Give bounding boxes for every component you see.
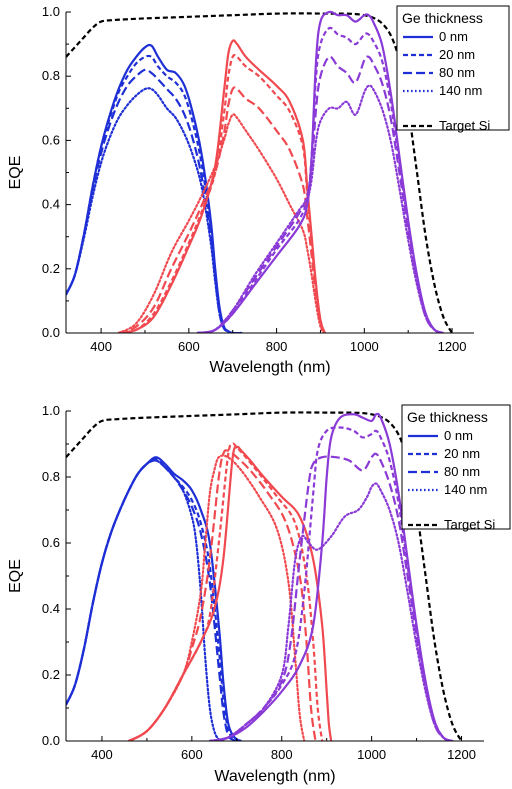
series-target-si-line-0 bbox=[66, 12, 454, 333]
y-axis-title: EQE bbox=[7, 156, 24, 190]
x-tick-label: 800 bbox=[271, 747, 293, 762]
legend-entry-label: 140 nm bbox=[444, 482, 487, 497]
y-tick-label: 1.0 bbox=[42, 4, 60, 19]
series-140-nm-line-12 bbox=[196, 84, 445, 333]
series-140-nm-line-4 bbox=[66, 459, 225, 741]
legend-title: Ge thickness bbox=[402, 10, 483, 26]
x-axis-title: Wavelength (nm) bbox=[209, 359, 330, 376]
legend-entry-label: 0 nm bbox=[439, 29, 468, 44]
series-140-nm-line-12 bbox=[208, 482, 454, 741]
series-group bbox=[66, 411, 463, 741]
chart-panel-1: 0.0 0.2 0.4 0.6 0.8 1.0 400 600 800 1000 1200 Wavel… bbox=[7, 4, 510, 376]
x-tick-label: 400 bbox=[91, 747, 113, 762]
legend-entry-label: 140 nm bbox=[439, 83, 482, 98]
series-0-nm-line-1 bbox=[66, 456, 242, 741]
series-80-nm-line-7 bbox=[128, 449, 317, 741]
y-tick-label: 0.2 bbox=[42, 261, 60, 276]
legend-entry-label: 20 nm bbox=[439, 47, 475, 62]
legend-box bbox=[401, 404, 511, 530]
y-tick-label: 0.8 bbox=[42, 469, 60, 484]
x-tick-label: 600 bbox=[178, 339, 200, 354]
x-tick-label: 800 bbox=[266, 339, 288, 354]
series-140-nm-line-8 bbox=[127, 454, 306, 741]
y-tick-label: 0.0 bbox=[42, 733, 60, 748]
x-tick-label: 400 bbox=[90, 339, 112, 354]
x-tick-label: 600 bbox=[181, 747, 203, 762]
series-140-nm-line-4 bbox=[66, 87, 243, 333]
legend-entry-label: Target Si bbox=[439, 118, 490, 133]
x-axis-title: Wavelength (nm) bbox=[214, 768, 335, 785]
chart-panel-2: 0.0 0.2 0.4 0.6 0.8 1.0 400 600 800 1000 1200 Wavel… bbox=[7, 403, 511, 785]
y-tick-label: 0.8 bbox=[42, 68, 60, 83]
legend: Ge thickness 0 nm 20 nm 80 nm 140 nm Target S… bbox=[396, 5, 510, 133]
series-0-nm-line-5 bbox=[128, 445, 333, 741]
series-20-nm-line-6 bbox=[128, 442, 324, 741]
series-20-nm-line-6 bbox=[118, 53, 326, 333]
series-80-nm-line-11 bbox=[197, 55, 444, 333]
series-20-nm-line-2 bbox=[66, 457, 242, 741]
legend-entry-label: 80 nm bbox=[439, 65, 475, 80]
series-80-nm-line-11 bbox=[209, 452, 453, 741]
series-group bbox=[66, 10, 454, 333]
x-tick-label: 1200 bbox=[438, 339, 467, 354]
legend: Ge thickness 0 nm 20 nm 80 nm 140 nm Target S… bbox=[401, 404, 511, 532]
legend-box bbox=[396, 5, 510, 131]
y-tick-label: 0.4 bbox=[42, 197, 60, 212]
legend-entry-label: 80 nm bbox=[444, 464, 480, 479]
x-tick-label: 1200 bbox=[447, 747, 476, 762]
legend-title: Ge thickness bbox=[407, 409, 488, 425]
y-tick-label: 0.6 bbox=[42, 535, 60, 550]
y-tick-label: 0.6 bbox=[42, 132, 60, 147]
legend-entry-label: 20 nm bbox=[444, 446, 480, 461]
y-tick-label: 1.0 bbox=[42, 403, 60, 418]
y-tick-label: 0.0 bbox=[42, 325, 60, 340]
series-140-nm-line-8 bbox=[117, 113, 326, 333]
series-0-nm-line-5 bbox=[118, 39, 326, 333]
legend-entry-label: Target Si bbox=[444, 517, 495, 532]
x-tick-label: 1000 bbox=[357, 747, 386, 762]
y-axis-title: EQE bbox=[7, 559, 24, 593]
legend-entry-label: 0 nm bbox=[444, 428, 473, 443]
x-tick-label: 1000 bbox=[350, 339, 379, 354]
y-tick-label: 0.2 bbox=[42, 667, 60, 682]
y-tick-label: 0.4 bbox=[42, 601, 60, 616]
series-80-nm-line-7 bbox=[118, 86, 326, 333]
series-target-si-line-0 bbox=[66, 411, 463, 741]
